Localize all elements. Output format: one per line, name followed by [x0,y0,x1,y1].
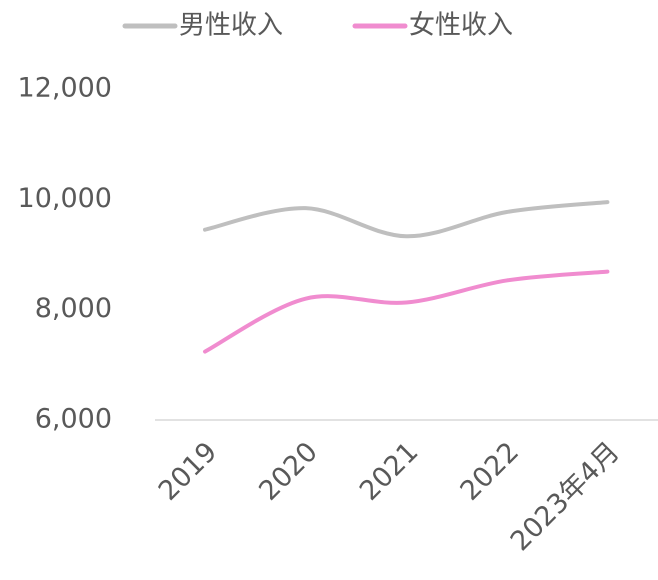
y-tick-label: 12,000 [18,73,112,104]
x-tick-label: 2020 [253,436,324,507]
legend-label: 男性收入 [179,11,283,41]
series-line [203,269,610,354]
x-tick-label: 2019 [153,436,224,507]
y-tick-label: 10,000 [18,183,112,214]
x-tick-label: 2023年4月 [505,436,626,557]
x-tick-label: 2022 [455,436,526,507]
x-tick-label: 2021 [354,436,425,507]
y-tick-label: 6,000 [35,404,112,435]
y-tick-label: 8,000 [35,293,112,324]
legend-label: 女性收入 [409,11,513,41]
series-line [203,200,610,239]
